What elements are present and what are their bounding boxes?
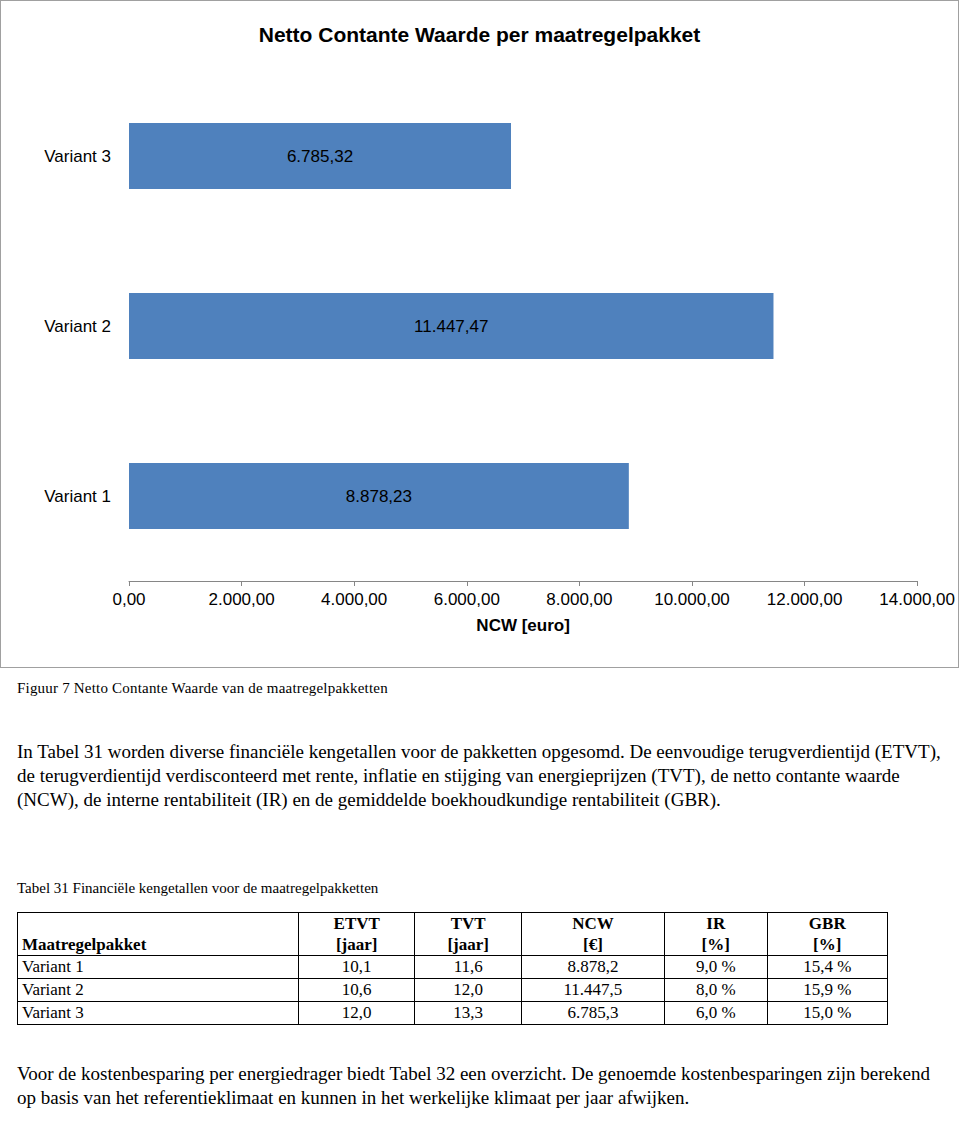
svg-text:Netto Contante Waarde per maat: Netto Contante Waarde per maatregelpakke…	[259, 23, 701, 46]
html-text:[jaar]: [jaar]	[447, 935, 489, 954]
html-text:10,1: 10,1	[341, 957, 372, 976]
html-text:Variant 1: Variant 1	[22, 957, 84, 976]
html-text:8,0 %: 8,0 %	[695, 980, 736, 999]
svg-text:12.000,00: 12.000,00	[767, 590, 843, 609]
svg-text:6.000,00: 6.000,00	[434, 590, 500, 609]
svg-text:0,00: 0,00	[112, 590, 145, 609]
html-text:NCW: NCW	[572, 914, 614, 933]
html-text:GBR: GBR	[808, 914, 846, 933]
svg-text:Variant 2: Variant 2	[44, 317, 111, 336]
svg-text:NCW [euro]: NCW [euro]	[476, 616, 569, 635]
html-text:15,0 %: 15,0 %	[803, 1003, 852, 1022]
svg-text:Variant 1: Variant 1	[44, 487, 111, 506]
svg-text:14.000,00: 14.000,00	[879, 590, 955, 609]
svg-text:8.000,00: 8.000,00	[546, 590, 612, 609]
html-text:10,6: 10,6	[341, 980, 372, 999]
html-text:Maatregelpakket: Maatregelpakket	[22, 935, 147, 954]
svg-text:2.000,00: 2.000,00	[209, 590, 275, 609]
svg-text:Variant 3: Variant 3	[44, 147, 111, 166]
html-text:15,9 %: 15,9 %	[803, 980, 852, 999]
html-text:In Tabel 31 worden diverse fin: In Tabel 31 worden diverse financiële ke…	[17, 741, 941, 810]
html-text:Variant 2: Variant 2	[22, 980, 84, 999]
html-text:12,0: 12,0	[453, 980, 484, 999]
html-text:Variant 3: Variant 3	[22, 1003, 84, 1022]
html-text:Tabel 31 Financiële kengetalle: Tabel 31 Financiële kengetallen voor de …	[17, 880, 379, 896]
html-text:8.878,2: 8.878,2	[567, 957, 619, 976]
html-text:IR: IR	[706, 914, 726, 933]
html-text:6,0 %: 6,0 %	[695, 1003, 736, 1022]
html-text:Figuur 7 Netto Contante Waarde: Figuur 7 Netto Contante Waarde van de ma…	[17, 680, 388, 696]
html-text:13,3: 13,3	[453, 1003, 484, 1022]
html-text:6.785,3: 6.785,3	[567, 1003, 619, 1022]
html-text:15,4 %: 15,4 %	[803, 957, 852, 976]
html-text:ETVT: ETVT	[333, 914, 380, 933]
svg-text:10.000,00: 10.000,00	[654, 590, 730, 609]
html-text:9,0 %: 9,0 %	[695, 957, 736, 976]
html-text:12,0: 12,0	[341, 1003, 372, 1022]
html-text:11,6: 11,6	[453, 957, 483, 976]
svg-text:4.000,00: 4.000,00	[321, 590, 387, 609]
svg-text:11.447,47: 11.447,47	[414, 317, 488, 336]
html-text:Voor de kostenbesparing per en: Voor de kostenbesparing per energiedrage…	[17, 1063, 930, 1108]
svg-text:8.878,23: 8.878,23	[346, 487, 412, 506]
html-text:[jaar]: [jaar]	[335, 935, 378, 954]
html-text:11.447,5: 11.447,5	[563, 980, 623, 999]
svg-text:6.785,32: 6.785,32	[287, 147, 353, 166]
html-text:TVT: TVT	[450, 914, 486, 933]
